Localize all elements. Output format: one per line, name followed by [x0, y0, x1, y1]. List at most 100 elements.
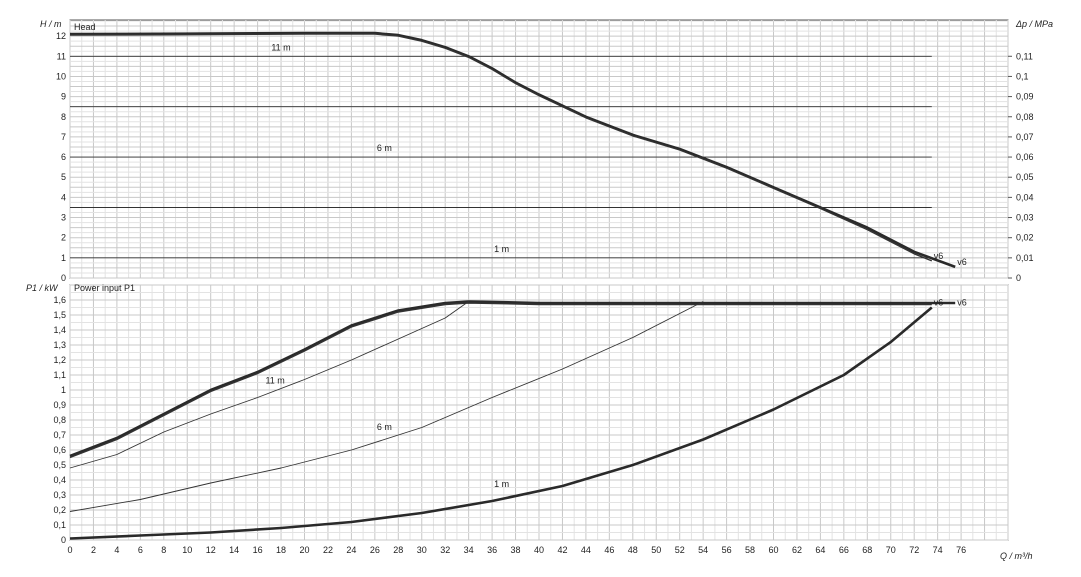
power-xtick-label: 76	[956, 545, 966, 555]
power-xtick-label: 8	[161, 545, 166, 555]
power-ytick-label: 0,6	[53, 445, 66, 455]
head-y2tick-label: 0,08	[1016, 112, 1034, 122]
head-y2tick-label: 0,07	[1016, 132, 1034, 142]
power-ytick-label: 0,2	[53, 505, 66, 515]
head-ytick-label: 12	[56, 31, 66, 41]
power-xtick-label: 74	[933, 545, 943, 555]
power-xtick-label: 16	[253, 545, 263, 555]
chart-labels: Head Power input P1 H / m Δp / MPa P1 / …	[26, 19, 1053, 561]
head-y2tick-label: 0,03	[1016, 213, 1034, 223]
head-y2tick-label: 0,1	[1016, 71, 1029, 81]
power-ytick-label: 0,8	[53, 415, 66, 425]
power-xtick-label: 22	[323, 545, 333, 555]
power-xtick-label: 4	[114, 545, 119, 555]
power-series-line	[69, 301, 469, 469]
power-xtick-label: 12	[206, 545, 216, 555]
power-ytick-label: 0,4	[53, 475, 66, 485]
head-series: v6 v6 11 m 6 m 1 m	[69, 31, 967, 269]
power-series-line	[69, 302, 932, 459]
power-ytick-label: 0,1	[53, 520, 66, 530]
head-ytick-label: 10	[56, 71, 66, 81]
power-xtick-label: 0	[67, 545, 72, 555]
power-xtick-label: 72	[909, 545, 919, 555]
power-xtick-label: 70	[886, 545, 896, 555]
head-y2tick-label: 0,06	[1016, 152, 1034, 162]
power-xtick-label: 40	[534, 545, 544, 555]
power-xtick-label: 30	[417, 545, 427, 555]
power-ytick-label: 1,5	[53, 310, 66, 320]
power-series-line	[69, 300, 956, 458]
head-series-label: v6	[934, 251, 944, 261]
power-xlabel: Q / m³/h	[1000, 551, 1033, 561]
power-xtick-label: 46	[604, 545, 614, 555]
power-series-label: 11 m	[265, 376, 284, 386]
power-series-label: v6	[934, 298, 944, 308]
head-y2tick-label: 0,11	[1016, 51, 1033, 61]
head-ytick-label: 2	[61, 233, 66, 243]
power-xtick-label: 26	[370, 545, 380, 555]
head-ytick-label: 4	[61, 192, 66, 202]
power-ytick-label: 1,4	[53, 325, 66, 335]
power-xtick-label: 56	[722, 545, 732, 555]
power-xtick-label: 36	[487, 545, 497, 555]
power-xtick-label: 42	[557, 545, 567, 555]
head-ytick-label: 1	[61, 253, 66, 263]
head-ytick-label: 9	[61, 92, 66, 102]
power-series-line	[69, 301, 704, 512]
head-ytick-label: 6	[61, 152, 66, 162]
head-y2label: Δp / MPa	[1015, 19, 1053, 29]
power-xtick-label: 14	[229, 545, 239, 555]
power-xtick-label: 20	[299, 545, 309, 555]
power-series-label: 6 m	[377, 422, 392, 432]
power-xtick-label: 24	[346, 545, 356, 555]
power-title: Power input P1	[74, 283, 135, 293]
head-ytick-label: 0	[61, 273, 66, 283]
head-ytick-label: 7	[61, 132, 66, 142]
power-xtick-label: 34	[464, 545, 474, 555]
power-xtick-label: 60	[768, 545, 778, 555]
head-ylabel: H / m	[40, 19, 62, 29]
head-y2tick-label: 0,04	[1016, 192, 1034, 202]
head-ytick-label: 3	[61, 213, 66, 223]
power-ytick-label: 0,7	[53, 430, 66, 440]
power-xtick-label: 18	[276, 545, 286, 555]
head-title: Head	[74, 22, 96, 32]
power-ylabel: P1 / kW	[26, 283, 59, 293]
power-xtick-label: 28	[393, 545, 403, 555]
power-xtick-label: 10	[182, 545, 192, 555]
power-xtick-label: 68	[862, 545, 872, 555]
head-y2tick-label: 0,05	[1016, 172, 1034, 182]
head-series-label: v6	[957, 257, 967, 267]
head-series-label: 6 m	[377, 143, 392, 153]
head-ytick-label: 11	[57, 51, 66, 61]
power-ytick-label: 1,6	[53, 295, 66, 305]
power-xtick-label: 62	[792, 545, 802, 555]
head-series-label: 1 m	[494, 244, 509, 254]
head-y2tick-label: 0	[1016, 273, 1021, 283]
head-series-line	[69, 33, 933, 262]
power-ytick-label: 0	[61, 535, 66, 545]
head-grid	[69, 19, 1009, 279]
power-series-line	[69, 306, 933, 540]
power-xtick-label: 32	[440, 545, 450, 555]
power-ytick-label: 1,1	[53, 370, 66, 380]
head-series-line	[69, 31, 956, 269]
power-ytick-label: 1,3	[53, 340, 66, 350]
head-series-label: 11 m	[271, 42, 290, 52]
power-xtick-label: 58	[745, 545, 755, 555]
power-xtick-label: 48	[628, 545, 638, 555]
power-xtick-label: 54	[698, 545, 708, 555]
power-xtick-label: 38	[511, 545, 521, 555]
power-ytick-label: 1	[61, 385, 66, 395]
power-grid	[69, 284, 1009, 541]
power-series-label: v6	[957, 298, 967, 308]
power-xtick-label: 66	[839, 545, 849, 555]
head-y2tick-label: 0,02	[1016, 233, 1034, 243]
head-ytick-label: 8	[61, 112, 66, 122]
head-y2tick-label: 0,09	[1016, 92, 1034, 102]
power-ytick-label: 0,5	[53, 460, 66, 470]
power-xtick-label: 50	[651, 545, 661, 555]
power-xtick-label: 2	[91, 545, 96, 555]
power-xtick-label: 64	[815, 545, 825, 555]
